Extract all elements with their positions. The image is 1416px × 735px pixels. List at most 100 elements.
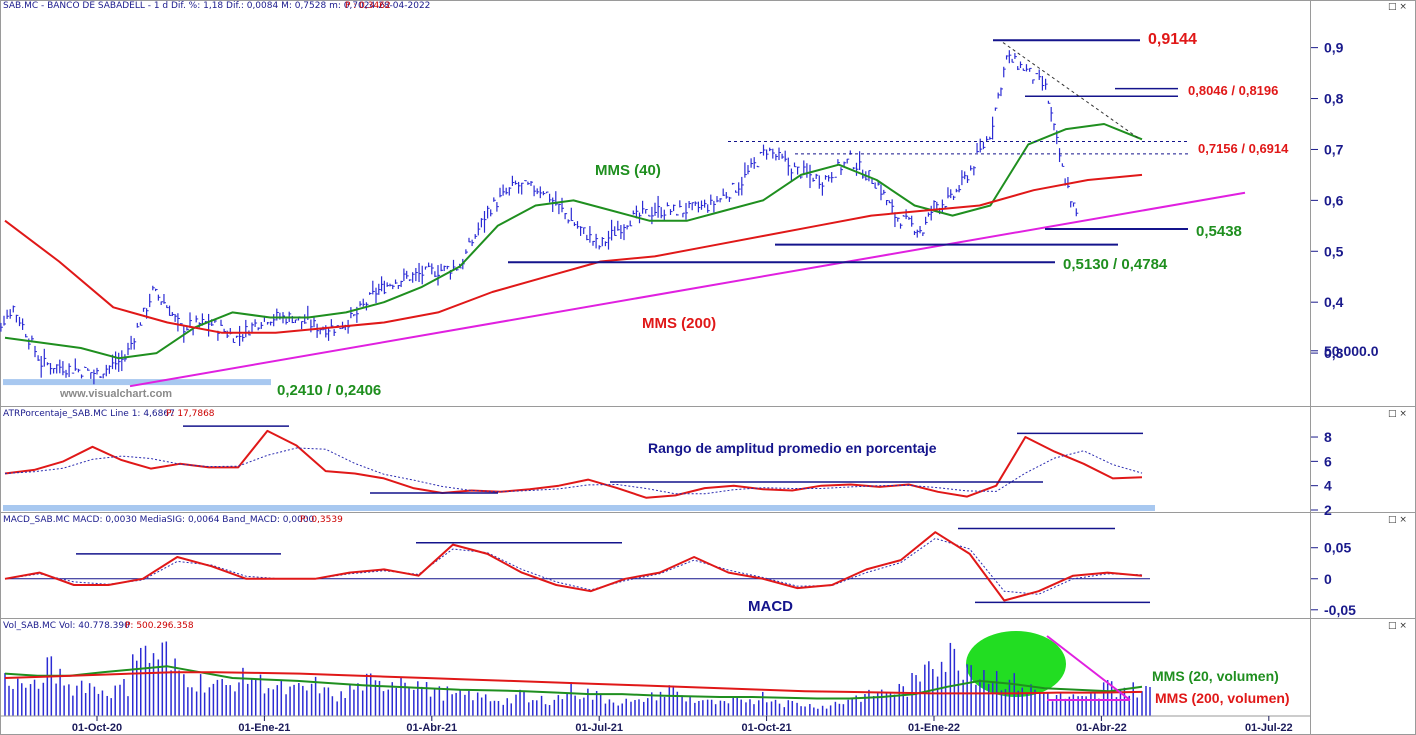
- price-bar: [477, 222, 481, 236]
- price-bar: [765, 149, 769, 160]
- price-header: SAB.MC - BANCO DE SABADELL - 1 d Dif. %:…: [3, 1, 430, 11]
- price-bar: [350, 307, 353, 319]
- price-bar: [114, 351, 118, 370]
- price-bar: [160, 301, 164, 306]
- price-bar: [524, 180, 527, 182]
- mms200-line: [4, 173, 1143, 334]
- price-bar: [970, 165, 973, 171]
- price-bar: [725, 192, 729, 199]
- price-bar: [493, 197, 496, 202]
- price-bar: [579, 226, 583, 236]
- price-bar: [818, 175, 822, 189]
- price-bar: [982, 141, 986, 150]
- price-bar: [756, 165, 760, 168]
- price-bar: [1050, 107, 1054, 122]
- price-bar: [874, 182, 878, 189]
- price-bar: [573, 222, 577, 227]
- price-bar: [208, 313, 211, 337]
- label-vol-mms200: MMS (200, volumen): [1155, 690, 1290, 706]
- price-bar: [973, 166, 976, 176]
- price-bar: [25, 333, 28, 338]
- price-bar: [800, 176, 803, 179]
- price-bar: [304, 314, 307, 324]
- price-bar: [1011, 58, 1015, 63]
- price-bar: [885, 200, 889, 206]
- price-bar: [487, 205, 490, 219]
- vol-header-p: P: 500.296.358: [125, 621, 194, 631]
- label-mms200: MMS (200): [642, 315, 716, 332]
- price-bar: [22, 318, 25, 330]
- price-bar: [902, 215, 906, 217]
- price-bar: [186, 326, 189, 331]
- vol-mms200-line: [4, 671, 1143, 695]
- price-bar: [102, 373, 106, 379]
- price-bar: [96, 367, 99, 375]
- price-bar: [65, 369, 68, 378]
- price-bar: [908, 216, 911, 220]
- vol-window-controls[interactable]: □ ×: [1388, 621, 1407, 631]
- price-bar: [174, 314, 178, 322]
- price-bar: [1067, 176, 1070, 189]
- price-bar: [648, 214, 651, 217]
- macd-window-controls[interactable]: □ ×: [1388, 515, 1407, 525]
- price-axis-tick-label: 0,4: [1324, 294, 1344, 310]
- atr-header-p: P: 17,7868: [166, 409, 215, 419]
- price-bar: [316, 323, 320, 338]
- price-bar: [59, 359, 62, 374]
- price-bar: [617, 220, 620, 231]
- price-bar: [676, 213, 679, 216]
- price-bar: [251, 322, 254, 333]
- price-bar: [891, 199, 895, 214]
- price-bar: [166, 305, 169, 309]
- price-bar: [911, 215, 914, 227]
- atr-window-controls[interactable]: □ ×: [1388, 409, 1407, 419]
- price-axis-tick-label: 0,8: [1324, 91, 1344, 107]
- price-axis-tick-label: 0,3: [1324, 345, 1344, 361]
- price-bar: [824, 175, 828, 180]
- price-bar: [979, 138, 983, 153]
- price-bar: [564, 213, 568, 220]
- price-bar: [583, 227, 586, 235]
- price-header-p: P : 0,3462: [345, 1, 391, 11]
- price-bar: [685, 202, 688, 220]
- price-bar: [831, 172, 834, 183]
- price-bar: [499, 187, 502, 198]
- price-bar: [490, 209, 493, 217]
- price-bar: [465, 249, 468, 254]
- price-bar: [254, 319, 258, 327]
- price-bar: [821, 182, 825, 196]
- price-bar: [168, 305, 172, 316]
- macd-panel: [4, 527, 1150, 604]
- price-window-controls[interactable]: □ ×: [1388, 2, 1407, 12]
- label-top: 0,9144: [1148, 31, 1197, 48]
- label-macd: MACD: [748, 598, 793, 615]
- price-bar: [68, 363, 72, 378]
- price-bar: [688, 201, 692, 209]
- price-bar: [1047, 100, 1051, 104]
- atr-panel: [3, 425, 1155, 511]
- date-tick-label: 01-Oct-21: [742, 722, 792, 734]
- price-bar: [142, 307, 146, 312]
- price-bar: [1003, 66, 1006, 78]
- date-tick-label: 01-Abr-21: [406, 722, 457, 734]
- price-bar: [389, 283, 392, 287]
- atr-signal-line: [4, 447, 1143, 495]
- price-bar: [927, 212, 931, 217]
- price-bar: [480, 218, 484, 228]
- price-bar: [270, 321, 273, 326]
- price-bar: [691, 202, 695, 211]
- price-bar: [950, 189, 953, 199]
- downtrend-dashed-line: [1002, 42, 1141, 140]
- price-bar: [471, 239, 475, 247]
- price-bar: [905, 209, 909, 220]
- price-bar: [152, 285, 155, 291]
- price-bar: [257, 327, 261, 331]
- label-res2: 0,7156 / 0,6914: [1198, 141, 1289, 156]
- price-bar: [899, 223, 903, 229]
- price-bar: [871, 178, 874, 184]
- price-bar: [400, 280, 404, 288]
- low-support-band: [3, 379, 271, 386]
- price-bar: [750, 158, 754, 168]
- price-bar: [775, 154, 778, 161]
- price-bar: [778, 147, 781, 160]
